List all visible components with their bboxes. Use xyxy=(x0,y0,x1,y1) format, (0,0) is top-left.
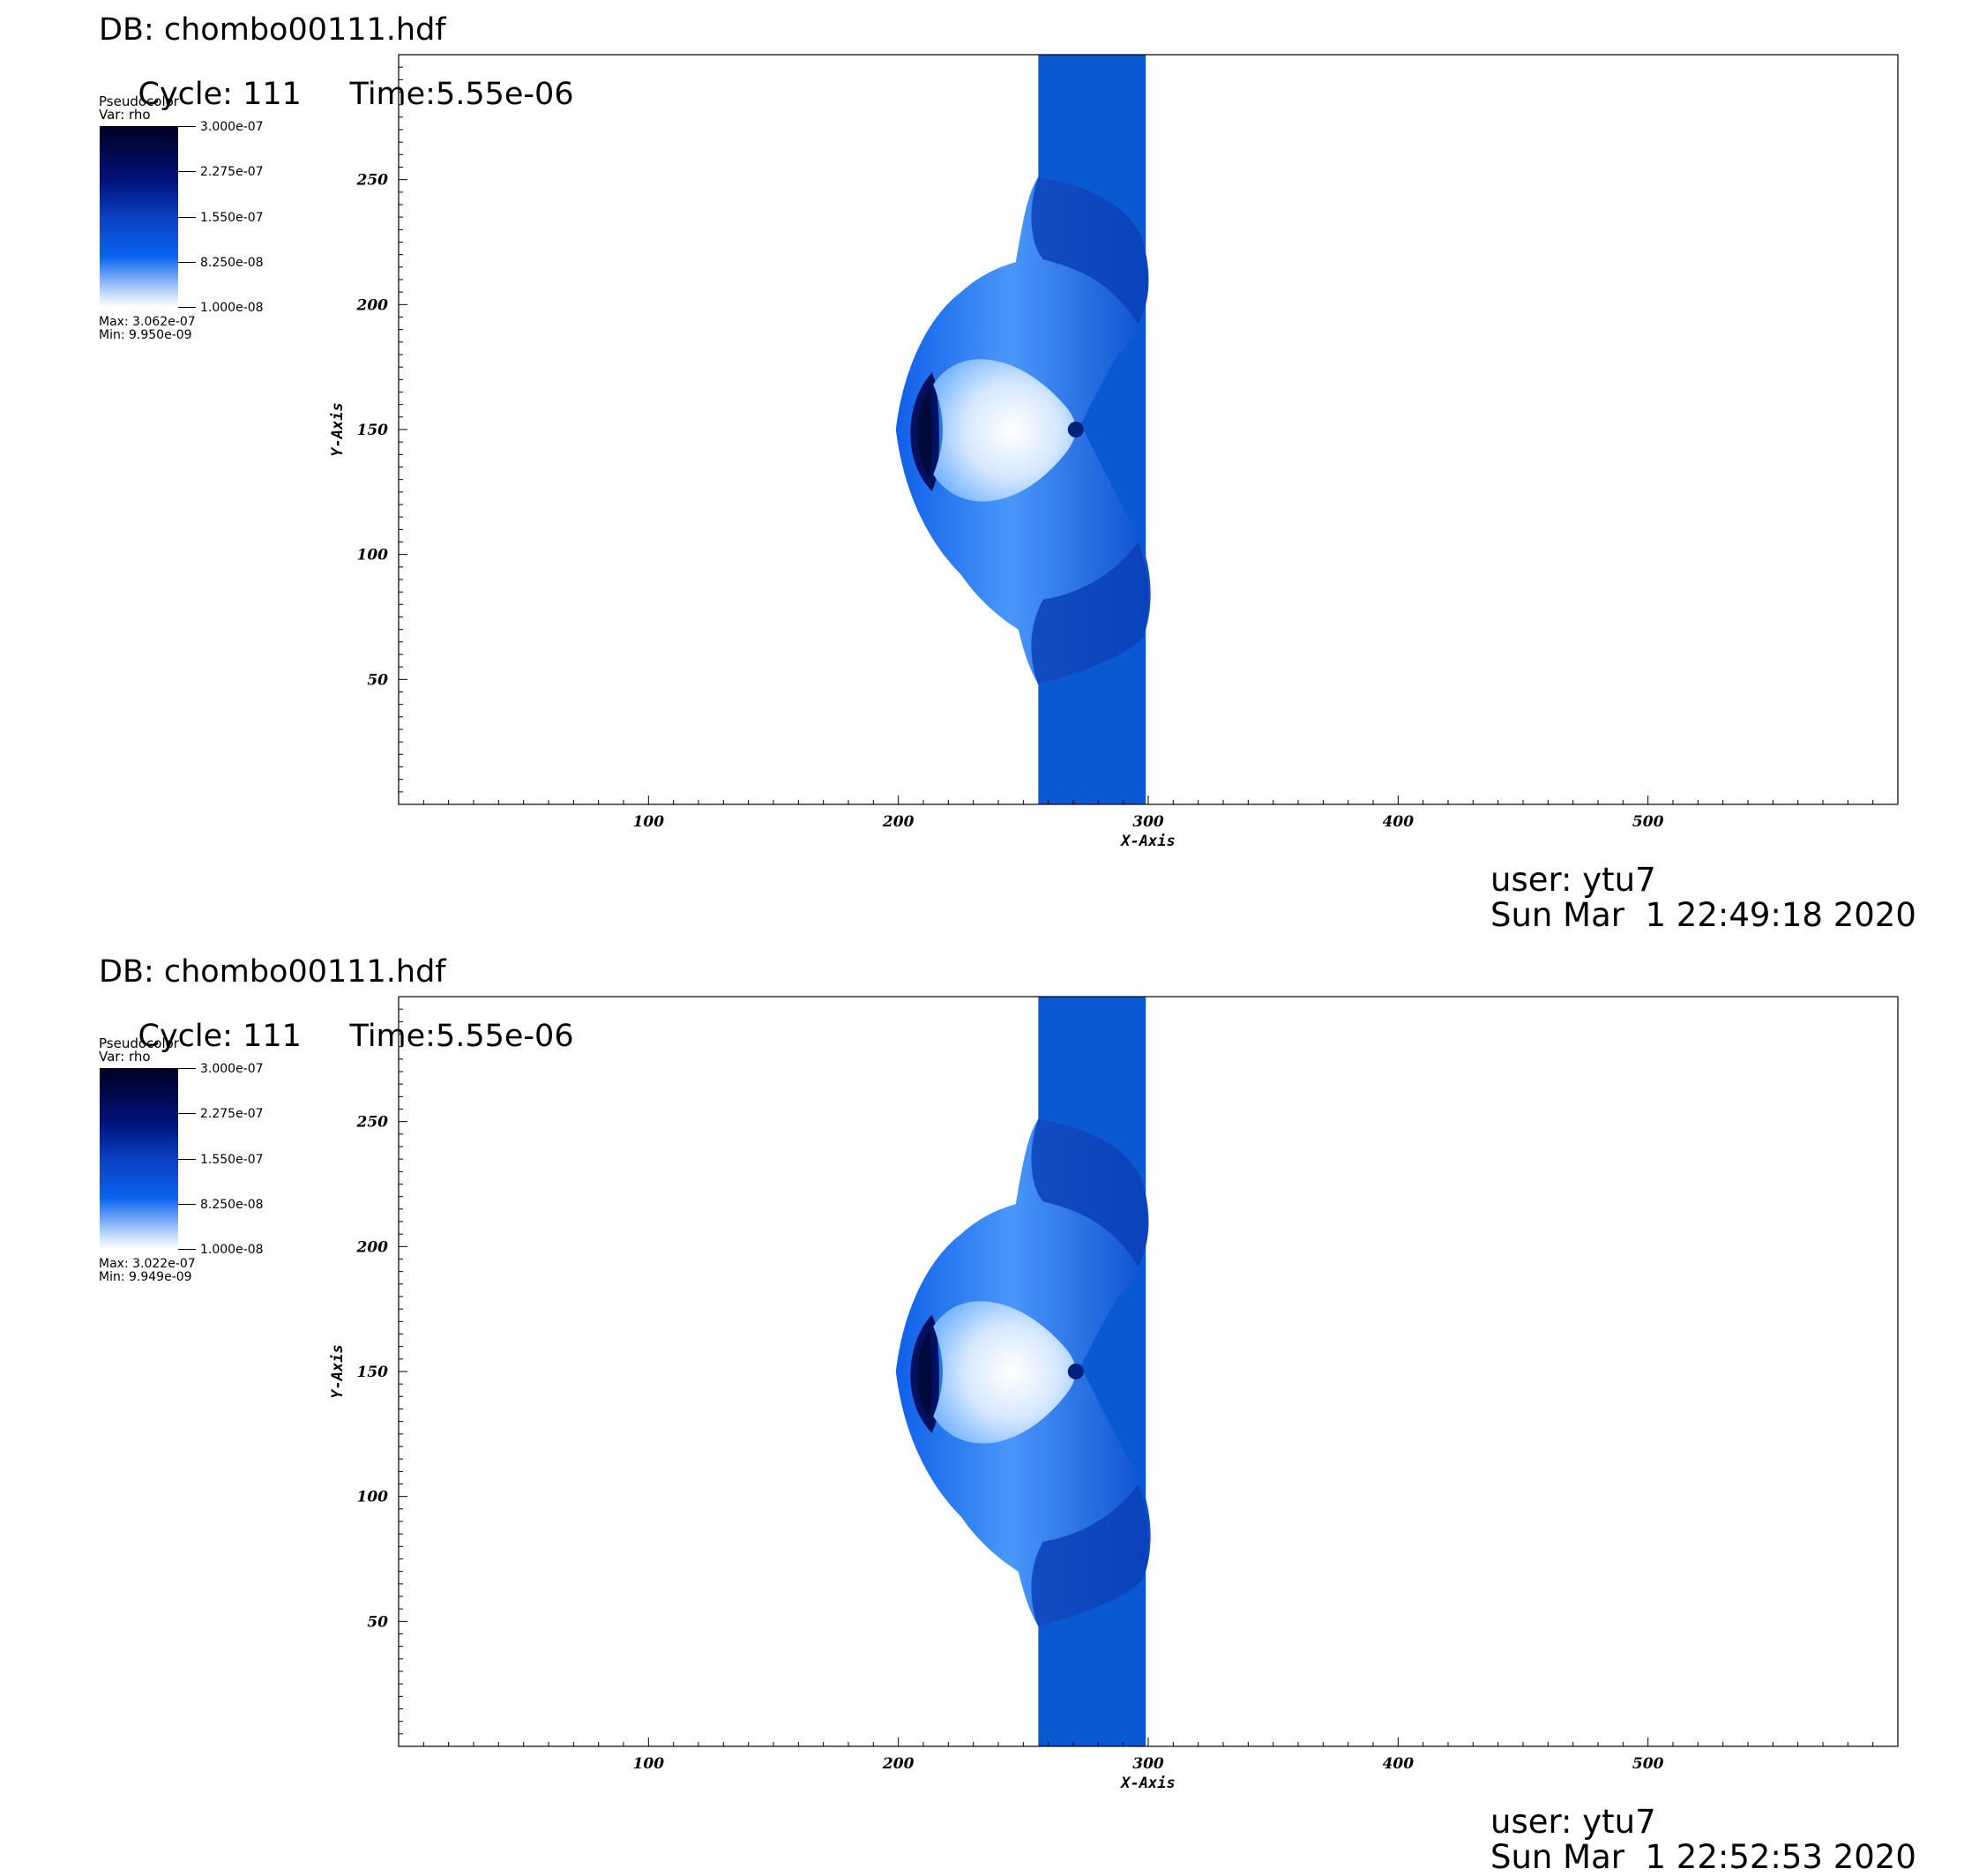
colorbar-tick xyxy=(178,1249,196,1250)
y-axis-title: Y-Axis xyxy=(329,402,347,456)
knot xyxy=(1067,422,1084,437)
colorbar xyxy=(100,1068,178,1249)
bow-shock xyxy=(910,1314,939,1433)
y-tick-label: 150 xyxy=(357,1364,389,1381)
y-tick-label: 250 xyxy=(356,172,389,190)
plot-frame xyxy=(398,54,1899,805)
colorbar-tick xyxy=(178,217,196,218)
x-axis-title: X-Axis xyxy=(1119,833,1175,850)
colorbar-tick xyxy=(178,1068,196,1069)
x-tick-label: 200 xyxy=(882,1755,915,1773)
lower-lobe xyxy=(1031,1484,1149,1626)
x-tick-label: 200 xyxy=(882,813,915,831)
y-tick-label: 100 xyxy=(357,547,389,564)
plot-panel-1: DB: chombo00111.hdf Cycle: 111 Time:5.55e… xyxy=(0,0,1979,937)
min-label: Min: 9.949e-09 xyxy=(99,1270,192,1284)
pseudocolor-plot: 100 200 300 400 500 50 100 150 200 250 X-Axis Y-Axi… xyxy=(329,996,1899,1792)
knot xyxy=(1067,1364,1084,1379)
pseudocolor-plot: 100 200 300 400 500 50 100 150 200 250 X-Axis Y-Axi… xyxy=(329,54,1899,850)
cycle-label: Cycle: 111 xyxy=(138,77,302,112)
colorbar-tick-label: 2.275e-07 xyxy=(200,165,264,179)
x-tick-label: 300 xyxy=(1132,1755,1164,1773)
y-tick-label: 200 xyxy=(356,296,389,314)
colorbar-tick-label: 3.000e-07 xyxy=(200,120,264,134)
legend-var: Var: rho xyxy=(99,107,151,123)
x-tick-label: 400 xyxy=(1383,813,1415,831)
cycle-time-row: Cycle: 111 Time:5.55e-06 xyxy=(99,988,574,1086)
bubble-core xyxy=(933,1301,1076,1444)
x-tick-label: 100 xyxy=(633,813,665,831)
y-axis-title: Y-Axis xyxy=(329,1344,347,1398)
colorbar-tick-label: 2.275e-07 xyxy=(200,1107,264,1121)
legend-plot-type: Pseudocolor xyxy=(99,93,179,109)
min-label: Min: 9.950e-09 xyxy=(99,328,192,342)
x-tick-label: 100 xyxy=(633,1755,665,1773)
x-axis-title: X-Axis xyxy=(1119,1775,1175,1792)
y-tick-label: 50 xyxy=(367,1613,388,1631)
lower-lobe xyxy=(1031,542,1149,684)
upper-lobe xyxy=(1031,1118,1149,1267)
colorbar-tick-label: 8.250e-08 xyxy=(200,1198,264,1212)
cycle-time-row: Cycle: 111 Time:5.55e-06 xyxy=(99,46,574,144)
y-tick-label: 200 xyxy=(356,1238,389,1256)
y-tick-label: 150 xyxy=(357,422,389,439)
colorbar-tick xyxy=(178,1159,196,1160)
upper-lobe xyxy=(1031,176,1149,325)
legend-var: Var: rho xyxy=(99,1049,151,1065)
colorbar-tick xyxy=(178,171,196,172)
colorbar-tick-label: 8.250e-08 xyxy=(200,256,264,270)
x-tick-label: 500 xyxy=(1632,813,1664,831)
user-label: user: ytu7 xyxy=(1490,1803,1656,1841)
colorbar-tick xyxy=(178,1204,196,1205)
x-tick-label: 400 xyxy=(1383,1755,1415,1773)
y-tick-label: 250 xyxy=(356,1114,389,1132)
date-label: Sun Mar 1 22:49:18 2020 xyxy=(1490,896,1916,934)
time-label: Time:5.55e-06 xyxy=(349,77,574,112)
colorbar-tick-label: 3.000e-07 xyxy=(200,1062,264,1076)
colorbar-tick-label: 1.000e-08 xyxy=(200,301,264,315)
cycle-label: Cycle: 111 xyxy=(138,1019,302,1054)
y-tick-label: 100 xyxy=(357,1489,389,1506)
plot-frame xyxy=(398,996,1899,1747)
user-label: user: ytu7 xyxy=(1490,861,1656,899)
legend-plot-type: Pseudocolor xyxy=(99,1035,179,1051)
y-tick-label: 50 xyxy=(367,671,388,689)
bow-shock xyxy=(910,372,939,491)
db-label: DB: chombo00111.hdf xyxy=(99,954,446,990)
plot-panel-2: DB: chombo00111.hdf Cycle: 111 Time:5.55e… xyxy=(0,937,1979,1876)
db-label: DB: chombo00111.hdf xyxy=(99,12,446,48)
colorbar-tick-label: 1.000e-08 xyxy=(200,1243,264,1257)
field-layer xyxy=(895,997,1151,1746)
max-label: Max: 3.022e-07 xyxy=(99,1257,196,1271)
x-tick-label: 500 xyxy=(1632,1755,1664,1773)
colorbar-tick xyxy=(178,126,196,127)
colorbar-tick-label: 1.550e-07 xyxy=(200,211,264,225)
field-layer xyxy=(895,55,1151,804)
colorbar-tick xyxy=(178,262,196,263)
time-label: Time:5.55e-06 xyxy=(349,1019,574,1054)
max-label: Max: 3.062e-07 xyxy=(99,315,196,329)
colorbar-tick xyxy=(178,1113,196,1114)
colorbar xyxy=(100,126,178,307)
x-tick-label: 300 xyxy=(1132,813,1164,831)
colorbar-tick xyxy=(178,307,196,308)
colorbar-tick-label: 1.550e-07 xyxy=(200,1153,264,1167)
bubble-core xyxy=(933,359,1076,502)
date-label: Sun Mar 1 22:52:53 2020 xyxy=(1490,1838,1916,1876)
